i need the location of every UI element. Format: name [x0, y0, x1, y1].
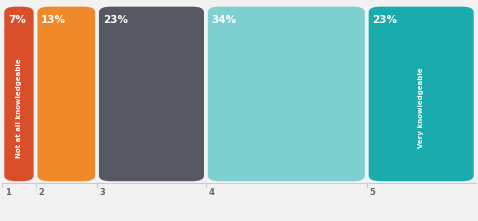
FancyBboxPatch shape: [208, 7, 365, 181]
FancyBboxPatch shape: [37, 7, 95, 181]
Text: 4: 4: [208, 188, 214, 197]
Text: 23%: 23%: [103, 15, 128, 25]
Text: 5: 5: [369, 188, 375, 197]
Text: 1: 1: [5, 188, 11, 197]
Text: 23%: 23%: [372, 15, 398, 25]
Text: 7%: 7%: [8, 15, 26, 25]
Text: Very knowledgeable: Very knowledgeable: [418, 68, 424, 148]
Text: Not at all knowledgeable: Not at all knowledgeable: [16, 58, 22, 158]
FancyBboxPatch shape: [369, 7, 474, 181]
Text: 34%: 34%: [212, 15, 237, 25]
Text: 13%: 13%: [41, 15, 66, 25]
FancyBboxPatch shape: [4, 7, 33, 181]
Text: 2: 2: [38, 188, 44, 197]
Text: 3: 3: [99, 188, 105, 197]
FancyBboxPatch shape: [99, 7, 204, 181]
